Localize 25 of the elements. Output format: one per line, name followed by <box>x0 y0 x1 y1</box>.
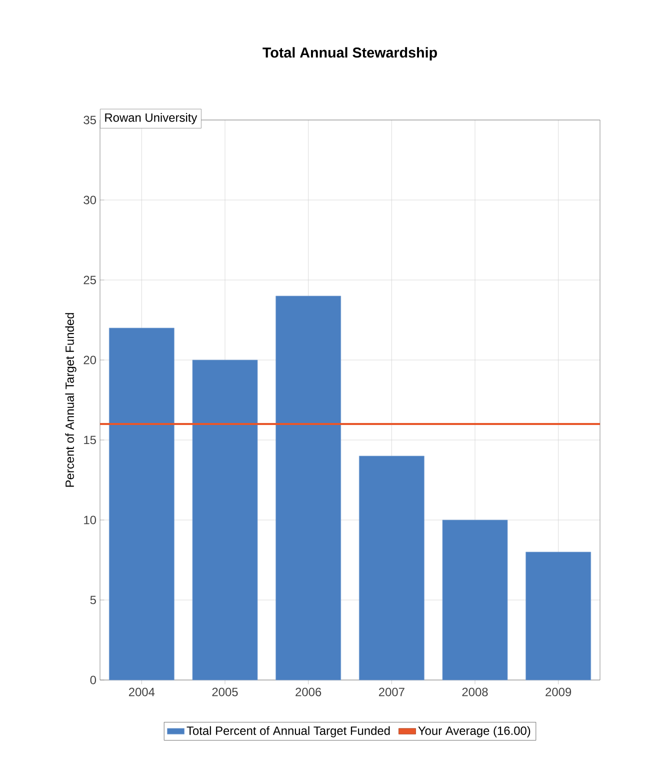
y-tick-label: 15 <box>84 436 96 444</box>
y-tick-label: 5 <box>90 596 96 604</box>
y-tick-label: 20 <box>84 356 96 364</box>
chart-subtitle: Rowan University <box>105 113 198 124</box>
bar <box>276 296 342 680</box>
x-tick-label: 2007 <box>378 688 404 696</box>
x-tick-label: 2006 <box>296 688 322 696</box>
x-tick-label: 2005 <box>212 688 238 696</box>
x-tick-label: 2004 <box>128 688 155 696</box>
y-tick-label: 25 <box>84 276 96 284</box>
bar <box>108 328 174 680</box>
y-tick-label: 0 <box>90 676 96 684</box>
x-tick-label: 2009 <box>546 688 572 696</box>
bar <box>358 456 424 680</box>
bar <box>526 552 592 680</box>
y-tick-label: 10 <box>84 516 96 524</box>
legend-label: Your Average (16.00) <box>418 726 530 738</box>
y-tick-label: 30 <box>84 196 96 204</box>
bar <box>192 360 258 680</box>
chart-title: Total Annual Stewardship <box>262 47 437 61</box>
y-tick-label: 35 <box>84 116 96 124</box>
y-axis-title: Percent of Annual Target Funded <box>65 313 76 487</box>
legend-label: Total Percent of Annual Target Funded <box>186 726 390 738</box>
x-tick-label: 2008 <box>462 688 488 696</box>
bar <box>442 520 508 680</box>
